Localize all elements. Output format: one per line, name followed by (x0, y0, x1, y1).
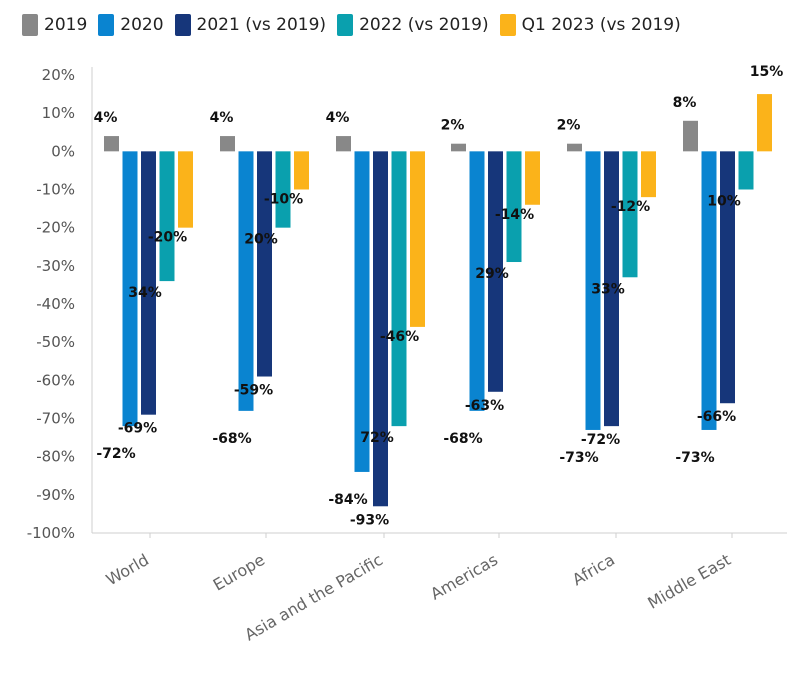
bar[interactable] (604, 151, 619, 427)
data-label: -93% (350, 512, 389, 528)
bar[interactable] (567, 143, 582, 152)
legend-item-2022[interactable]: 2022 (vs 2019) (337, 14, 489, 36)
bar[interactable] (257, 151, 272, 377)
data-label: 33% (591, 281, 625, 297)
bar[interactable] (683, 120, 698, 152)
data-label: 2% (441, 118, 465, 134)
bar[interactable] (488, 151, 503, 392)
bar[interactable] (141, 151, 156, 415)
y-tick-label: -90% (36, 486, 75, 504)
bar[interactable] (275, 151, 291, 228)
legend-swatch-2021 (174, 14, 191, 36)
bar[interactable] (122, 151, 138, 427)
data-label: 4% (326, 110, 350, 126)
category-label: Americas (427, 550, 501, 604)
bar[interactable] (220, 136, 235, 152)
bar[interactable] (757, 94, 772, 152)
legend-label: 2020 (120, 15, 164, 35)
data-label: -63% (465, 398, 504, 414)
data-label: 4% (94, 110, 118, 126)
legend-item-2020[interactable]: 2020 (98, 14, 164, 36)
bar[interactable] (738, 151, 754, 190)
legend-swatch-2019 (22, 14, 38, 36)
data-label: 2% (557, 118, 581, 134)
legend-label: 2019 (44, 15, 88, 35)
legend-item-2019[interactable]: 2019 (22, 14, 87, 36)
category-label: Middle East (644, 550, 734, 613)
data-label: -68% (212, 431, 251, 447)
category-label: World (103, 550, 152, 589)
y-tick-label: -60% (36, 371, 75, 389)
y-tick-label: -10% (36, 181, 75, 199)
bar[interactable] (451, 143, 466, 152)
legend-label: Q1 2023 (vs 2019) (521, 15, 681, 35)
legend-swatch-2022 (337, 14, 354, 36)
data-label: -20% (148, 230, 187, 246)
bar[interactable] (391, 151, 407, 427)
bar[interactable] (469, 151, 485, 411)
bar[interactable] (622, 151, 638, 278)
data-label: -69% (118, 421, 157, 437)
legend-label: 2021 (vs 2019) (196, 15, 327, 35)
data-label: -10% (264, 192, 303, 208)
y-tick-label: -80% (36, 448, 75, 466)
data-label: -14% (495, 207, 534, 223)
y-tick-label: -30% (36, 257, 75, 275)
y-tick-label: 10% (42, 104, 75, 122)
data-label: -46% (380, 329, 419, 345)
bar[interactable] (701, 151, 717, 430)
data-label: -73% (675, 450, 714, 466)
bar[interactable] (238, 151, 254, 411)
data-label: 20% (244, 232, 278, 248)
data-label: -72% (96, 446, 135, 462)
legend: 2019 2020 2021 (vs 2019) 2022 (vs 2019) … (22, 14, 692, 36)
bar[interactable] (354, 151, 370, 472)
y-tick-label: -70% (36, 410, 75, 428)
data-label: 4% (210, 110, 234, 126)
y-tick-label: -50% (36, 333, 75, 351)
y-tick-label: -20% (36, 219, 75, 237)
bar[interactable] (373, 151, 388, 507)
y-tick-label: -100% (27, 524, 75, 542)
data-label: 29% (475, 266, 509, 282)
bar[interactable] (641, 151, 656, 198)
legend-item-q1-2023[interactable]: Q1 2023 (vs 2019) (499, 14, 681, 36)
data-label: -12% (611, 199, 650, 215)
bar[interactable] (336, 136, 351, 152)
bar[interactable] (104, 136, 119, 152)
data-label: 8% (673, 95, 697, 111)
category-label: Europe (210, 550, 268, 595)
legend-swatch-q1-2023 (499, 14, 516, 36)
bar[interactable] (585, 151, 601, 430)
legend-swatch-2020 (98, 14, 115, 36)
bar[interactable] (720, 151, 735, 404)
y-tick-label: -40% (36, 295, 75, 313)
bar[interactable] (506, 151, 522, 263)
data-label: 34% (128, 285, 162, 301)
bar[interactable] (525, 151, 540, 205)
data-label: -72% (581, 432, 620, 448)
data-label: 10% (707, 194, 741, 210)
data-label: 72% (360, 430, 394, 446)
y-tick-label: 0% (51, 142, 75, 160)
data-label: -84% (328, 492, 367, 508)
category-label: Africa (569, 550, 618, 589)
legend-label: 2022 (vs 2019) (359, 15, 489, 35)
data-label: -66% (697, 409, 736, 425)
data-label: -68% (443, 431, 482, 447)
bar[interactable] (159, 151, 175, 282)
data-label: -59% (234, 383, 273, 399)
y-tick-label: 20% (42, 66, 75, 84)
bar[interactable] (410, 151, 425, 327)
data-label: -73% (559, 450, 598, 466)
data-label: 15% (750, 64, 784, 80)
bar[interactable] (294, 151, 309, 190)
bar[interactable] (178, 151, 193, 228)
legend-item-2021[interactable]: 2021 (vs 2019) (174, 14, 327, 36)
